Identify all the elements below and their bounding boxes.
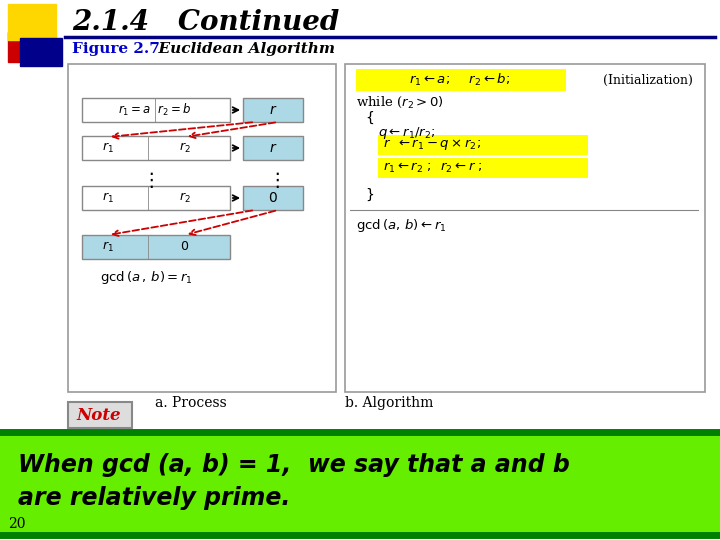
Text: $r$: $r$ xyxy=(269,103,277,117)
Text: When gcd (a, b) = 1,  we say that a and b: When gcd (a, b) = 1, we say that a and b xyxy=(18,453,570,477)
Bar xyxy=(243,186,303,210)
Bar xyxy=(68,402,132,428)
Text: $\{$: $\{$ xyxy=(365,110,374,126)
Text: $r_2$: $r_2$ xyxy=(179,141,191,155)
Text: Figure 2.7: Figure 2.7 xyxy=(72,42,160,56)
Text: Euclidean Algorithm: Euclidean Algorithm xyxy=(148,42,335,56)
Text: $\vdots$: $\vdots$ xyxy=(266,170,279,190)
Text: $r_1 \leftarrow r_2\;;\;\; r_2 \leftarrow r\;;$: $r_1 \leftarrow r_2\;;\;\; r_2 \leftarro… xyxy=(383,161,482,175)
Bar xyxy=(378,135,588,155)
Text: $\mathrm{gcd}\,(a\,,\,b) = r_1$: $\mathrm{gcd}\,(a\,,\,b) = r_1$ xyxy=(100,269,193,287)
Text: while ($r_2 > 0)$: while ($r_2 > 0)$ xyxy=(356,94,444,110)
Bar xyxy=(82,98,230,122)
Bar xyxy=(68,64,336,392)
Text: $0$: $0$ xyxy=(268,191,278,205)
Text: $q \leftarrow r_1 / r_2;$: $q \leftarrow r_1 / r_2;$ xyxy=(378,125,436,141)
Text: $\}$: $\}$ xyxy=(365,187,374,203)
Text: $r\;\;\leftarrow r_1 - q \times r_2;$: $r\;\;\leftarrow r_1 - q \times r_2;$ xyxy=(383,138,481,152)
Bar xyxy=(8,32,43,62)
Text: are relatively prime.: are relatively prime. xyxy=(18,486,290,510)
Text: 20: 20 xyxy=(8,517,25,531)
Text: $r_1 \leftarrow a;$    $r_2 \leftarrow b;$: $r_1 \leftarrow a;$ $r_2 \leftarrow b;$ xyxy=(410,72,510,88)
Bar xyxy=(243,98,303,122)
Bar xyxy=(82,235,230,259)
Text: b. Algorithm: b. Algorithm xyxy=(345,396,433,410)
Bar xyxy=(345,64,705,392)
Text: (Initialization): (Initialization) xyxy=(603,73,693,86)
Text: $r_2$: $r_2$ xyxy=(179,191,191,205)
Text: $r_1$: $r_1$ xyxy=(102,141,114,155)
Text: $r_1$: $r_1$ xyxy=(102,240,114,254)
Bar xyxy=(0,434,720,533)
Text: $r_1 = a$  $r_2 = b$: $r_1 = a$ $r_2 = b$ xyxy=(118,102,192,118)
Bar xyxy=(243,136,303,160)
Bar xyxy=(356,69,566,91)
Text: Note: Note xyxy=(77,407,121,423)
Text: $\vdots$: $\vdots$ xyxy=(140,170,153,190)
Text: 2.1.4   Continued: 2.1.4 Continued xyxy=(72,10,339,37)
Text: $r$: $r$ xyxy=(269,141,277,155)
Text: $\mathrm{gcd}\,(a,\,b) \leftarrow r_1$: $\mathrm{gcd}\,(a,\,b) \leftarrow r_1$ xyxy=(356,217,447,233)
Bar xyxy=(378,158,588,178)
Text: $r_1$: $r_1$ xyxy=(102,191,114,205)
Bar xyxy=(82,136,230,160)
Bar xyxy=(82,186,230,210)
Bar xyxy=(8,4,56,40)
Text: a. Process: a. Process xyxy=(155,396,227,410)
Bar xyxy=(20,38,62,66)
Text: $0$: $0$ xyxy=(181,240,189,253)
